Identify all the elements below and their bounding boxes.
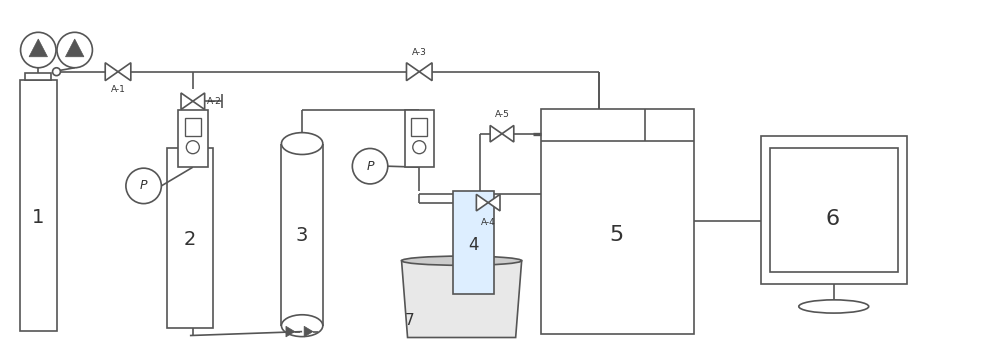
Polygon shape	[193, 93, 205, 110]
Bar	[178, 110, 208, 167]
Bar	[541, 109, 694, 334]
Bar	[167, 149, 213, 328]
Bar	[761, 136, 907, 284]
Polygon shape	[488, 194, 500, 211]
Ellipse shape	[281, 132, 323, 155]
Text: A-2: A-2	[207, 97, 222, 106]
Circle shape	[352, 149, 388, 184]
Text: 5: 5	[609, 225, 623, 245]
Polygon shape	[286, 326, 295, 337]
Text: P: P	[366, 160, 374, 173]
Bar	[25, 73, 51, 79]
Bar	[411, 118, 427, 136]
Text: 7: 7	[405, 313, 414, 328]
Polygon shape	[419, 63, 432, 81]
Polygon shape	[490, 125, 502, 142]
Polygon shape	[181, 93, 193, 110]
Circle shape	[53, 68, 60, 76]
Polygon shape	[304, 326, 313, 337]
Circle shape	[186, 141, 199, 154]
Text: 1: 1	[32, 208, 44, 227]
Bar	[20, 79, 57, 330]
Polygon shape	[105, 63, 118, 81]
Circle shape	[21, 32, 56, 68]
Text: 3: 3	[296, 226, 308, 245]
Bar	[405, 110, 434, 167]
Text: P: P	[140, 179, 147, 192]
Text: A-1: A-1	[111, 85, 125, 94]
Bar	[453, 191, 494, 294]
Text: A-4: A-4	[481, 218, 496, 227]
Text: A-3: A-3	[412, 48, 427, 57]
Text: 6: 6	[826, 209, 840, 229]
Ellipse shape	[402, 256, 522, 265]
Ellipse shape	[799, 300, 869, 313]
Text: A-5: A-5	[495, 110, 509, 118]
Polygon shape	[406, 63, 419, 81]
Text: 4: 4	[468, 236, 479, 254]
Polygon shape	[476, 194, 488, 211]
Polygon shape	[402, 261, 522, 338]
Polygon shape	[65, 39, 84, 57]
Circle shape	[413, 141, 426, 154]
Bar	[770, 148, 898, 272]
Bar	[185, 118, 201, 136]
Circle shape	[57, 32, 92, 68]
Circle shape	[126, 168, 161, 204]
Polygon shape	[502, 125, 514, 142]
Ellipse shape	[281, 315, 323, 337]
Polygon shape	[29, 39, 47, 57]
Text: 2: 2	[184, 229, 196, 248]
Polygon shape	[118, 63, 131, 81]
